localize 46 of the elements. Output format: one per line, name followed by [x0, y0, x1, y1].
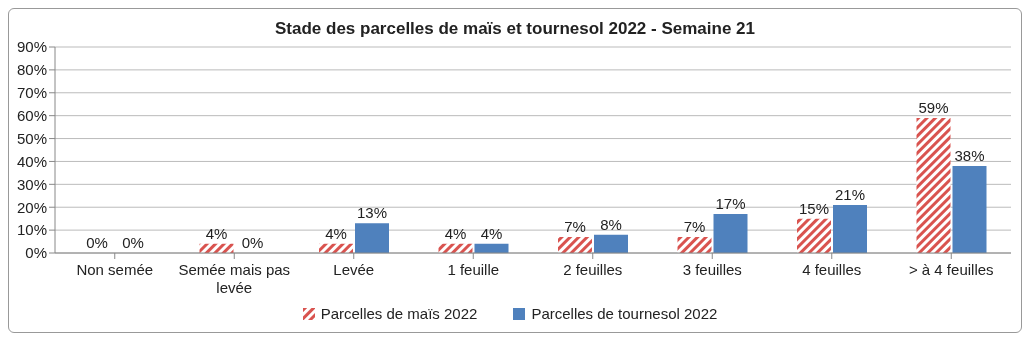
data-label: 21%	[834, 185, 866, 203]
bar	[594, 234, 628, 253]
y-tick-label: 80%	[16, 61, 47, 79]
y-tick-label: 50%	[16, 129, 47, 147]
y-tick-label: 60%	[16, 106, 47, 124]
data-label: 59%	[918, 98, 949, 116]
x-tick-label: 3 feuilles	[682, 261, 742, 278]
y-tick-label: 10%	[16, 221, 47, 239]
data-label: 15%	[798, 199, 830, 217]
y-tick-label: 20%	[16, 198, 47, 216]
x-tick-label: Semée mais pas levée	[178, 261, 291, 296]
data-label: 4%	[325, 224, 347, 242]
y-tick-label: 40%	[16, 152, 47, 170]
data-label: 4%	[480, 224, 503, 242]
data-label: 17%	[715, 195, 746, 213]
x-tick-label: 4 feuilles	[802, 261, 862, 278]
legend-label: Parcelles de tournesol 2022	[530, 305, 718, 322]
data-label: 0%	[241, 233, 264, 251]
legend-label: Parcelles de maïs 2022	[319, 305, 478, 322]
x-tick-label: Non semée	[76, 261, 154, 278]
x-tick-label: 2 feuilles	[563, 261, 623, 278]
y-tick-label: 90%	[16, 38, 47, 56]
data-label: 7%	[683, 217, 706, 235]
y-tick-label: 0%	[25, 244, 47, 262]
bar	[677, 236, 712, 253]
data-label: 4%	[205, 224, 228, 242]
data-label: 4%	[444, 224, 467, 242]
data-label: 0%	[86, 233, 108, 251]
bar	[833, 204, 867, 253]
bar	[713, 214, 748, 253]
bar	[558, 236, 592, 253]
data-label: 38%	[954, 147, 985, 165]
bar	[916, 117, 951, 253]
chart-title: Stade des parcelles de maïs et tournesol 2022 - Semaine 21	[274, 19, 755, 38]
bar	[797, 218, 831, 253]
y-tick-label: 70%	[16, 84, 47, 102]
x-tick-label: Levée	[333, 261, 375, 278]
data-label: 13%	[356, 204, 388, 222]
x-tick-label: 1 feuille	[447, 261, 500, 278]
data-label: 0%	[122, 233, 144, 251]
data-label: 7%	[564, 217, 586, 235]
bar	[952, 166, 987, 253]
x-tick-label: > à 4 feuilles	[908, 261, 994, 278]
y-tick-label: 30%	[16, 175, 47, 193]
bar	[355, 223, 389, 253]
data-label: 8%	[600, 215, 622, 233]
